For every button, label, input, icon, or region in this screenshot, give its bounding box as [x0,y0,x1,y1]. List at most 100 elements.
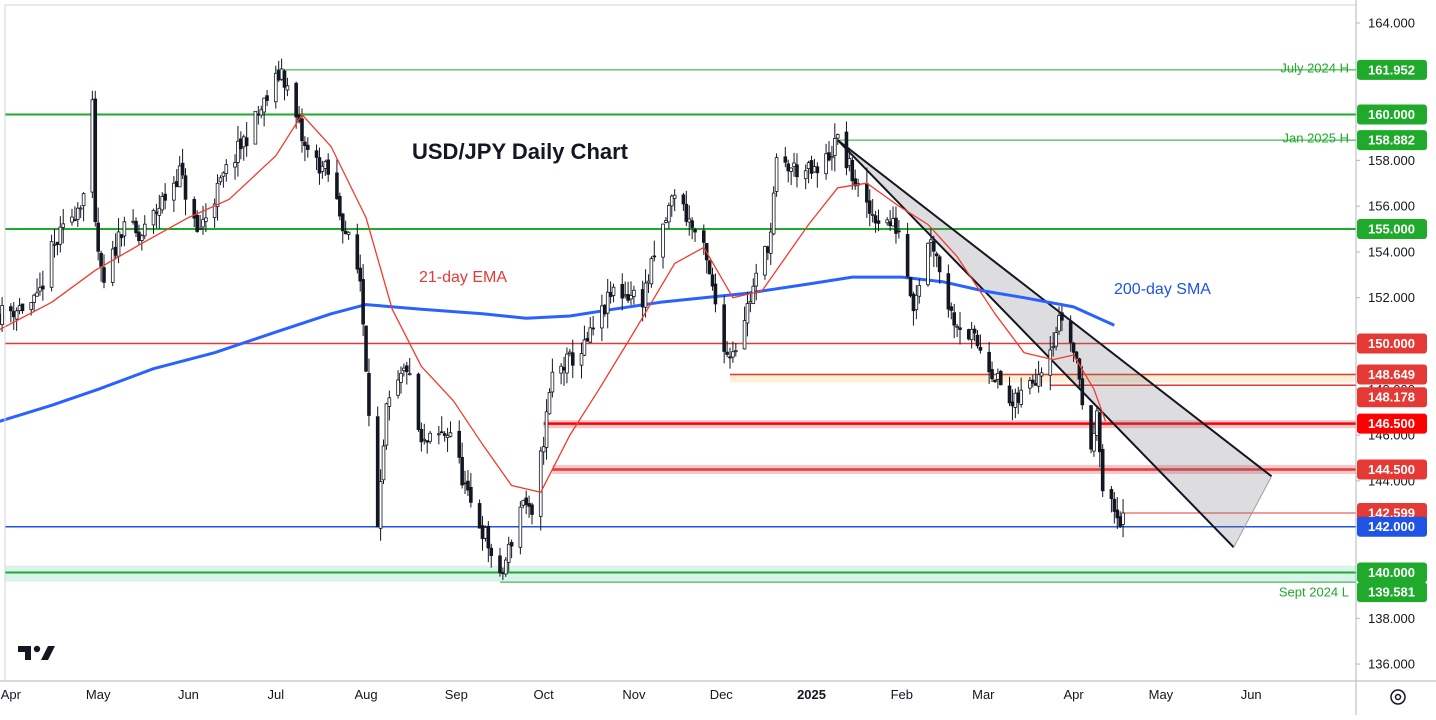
candle-body [649,258,654,285]
candle-body [1074,351,1079,359]
price-label-bg [1357,516,1427,537]
candle-body [99,252,103,267]
candle-body [795,164,799,178]
candle-body [1060,312,1064,321]
candle-body [975,334,980,347]
candle-body [428,432,432,442]
candle-body [224,164,229,175]
y-tick-label: 154.000 [1368,244,1415,259]
candle-body [978,346,983,351]
candle-body [183,175,188,200]
candle-body [116,231,121,257]
x-tick-label: Sep [445,687,468,702]
candle-body [29,302,34,310]
candle-body [667,205,671,223]
candle-body [70,216,74,223]
x-tick-label: Nov [622,687,646,702]
candle-body [361,279,365,325]
candle-body [792,162,796,167]
candle-body [547,392,552,415]
sma-annotation: 200-day SMA [1114,281,1211,298]
candle-body [90,99,95,193]
candle-body [993,379,997,383]
candle-body [1100,448,1105,492]
candle-body [690,220,694,228]
candle-body [865,183,869,203]
candle-body [381,445,386,481]
candle-body [897,230,901,233]
candle-body [113,246,118,256]
candle-body [876,220,881,224]
candle-body [218,177,223,183]
candle-body [1077,358,1082,380]
candle-body [958,327,962,330]
candle-body [824,153,828,175]
candle-body [131,220,135,223]
candle-body [754,272,759,287]
candle-body [137,231,141,241]
candle-body [81,193,86,206]
candle-body [579,353,584,366]
candle-body [157,207,162,216]
candle-body [253,110,258,145]
candle-body [1031,379,1035,384]
candle-body [745,303,750,324]
price-label: 160.000 [1368,107,1415,122]
candle-body [102,267,106,283]
candle-body [163,193,167,201]
candle-body [343,230,348,235]
candle-body [914,294,919,311]
candle-body [140,235,144,241]
chart-title: USD/JPY Daily Chart [412,139,629,164]
candle-body [355,234,360,270]
candle-body [640,289,645,308]
price-label-bg [1357,104,1427,125]
candle-body [518,506,523,548]
candle-body [35,292,39,297]
candle-body [588,327,593,343]
candle-body [955,325,959,328]
tradingview-logo[interactable] [18,645,55,660]
candle-body [142,223,147,237]
candle-body [847,157,852,167]
candle-body [317,157,322,174]
x-axis: Apr May Jun Jul Aug Sep Oct Nov Dec 2025 Feb Mar Apr… [1,687,1262,702]
candle-body [119,234,124,239]
candle-body [276,70,281,81]
x-tick-label: Apr [1,687,22,702]
x-tick-label: May [1149,687,1174,702]
candle-body [664,220,668,223]
candle-body [73,219,77,222]
candle-body [0,305,4,325]
candle-body [725,351,729,355]
candle-body [273,72,278,103]
gear-icon-center [1394,693,1402,701]
candle-body [442,433,447,436]
candle-body [367,373,371,416]
candle-body [949,306,954,311]
candle-body [934,253,939,257]
candle-body [768,231,773,254]
candle-body [1039,372,1044,377]
candle-body [646,280,651,284]
ema-annotation: 21-day EMA [419,269,507,286]
price-label: 148.178 [1368,390,1415,405]
candle-body [509,542,514,547]
candle-body [1010,401,1015,407]
candle-body [314,150,319,158]
candle-body [803,170,808,180]
candle-body [827,152,831,161]
candle-body [562,367,566,371]
candle-body [652,255,657,258]
settings-button[interactable] [1390,689,1406,705]
candle-body [905,234,910,277]
candle-body [160,196,165,211]
candle-body [52,243,57,246]
candle-body [853,178,857,187]
candle-body [387,397,392,407]
candle-body [672,194,677,199]
price-label-bg [1357,387,1427,408]
candle-body [585,338,590,342]
candle-body [457,430,462,458]
candle-body [506,543,511,563]
